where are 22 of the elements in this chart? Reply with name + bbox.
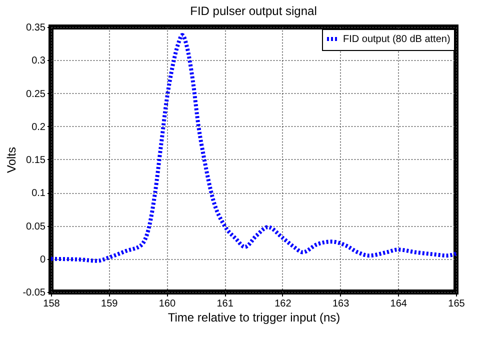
y-tick-label: -0.05 <box>22 288 46 298</box>
y-tick-label: 0.15 <box>26 155 46 166</box>
line-series <box>49 32 458 263</box>
y-tick-label: 0.35 <box>26 22 46 34</box>
y-tick-label: 0.25 <box>26 88 46 100</box>
y-tick-label: 0.3 <box>32 56 46 67</box>
x-tick-label: 162 <box>274 298 292 310</box>
y-tick-label: 0 <box>40 254 46 266</box>
chart-title: FID pulser output signal <box>190 4 317 18</box>
y-tick-label: 0.2 <box>32 122 46 133</box>
x-axis-title: Time relative to trigger input (ns) <box>168 310 340 324</box>
x-tick-label: 161 <box>216 298 234 310</box>
x-tick-label: 164 <box>390 298 408 310</box>
y-axis-title: Volts <box>4 146 19 174</box>
x-tick-label: 158 <box>43 298 60 310</box>
legend-label: FID output (80 dB atten) <box>343 34 450 45</box>
x-tick-label: 163 <box>332 298 350 310</box>
y-tick-label: 0.05 <box>26 221 46 232</box>
x-tick-label: 165 <box>448 298 466 310</box>
x-tick-label: 159 <box>101 298 118 310</box>
y-tick-label: 0.1 <box>32 188 46 200</box>
x-tick-label: 160 <box>158 298 176 310</box>
